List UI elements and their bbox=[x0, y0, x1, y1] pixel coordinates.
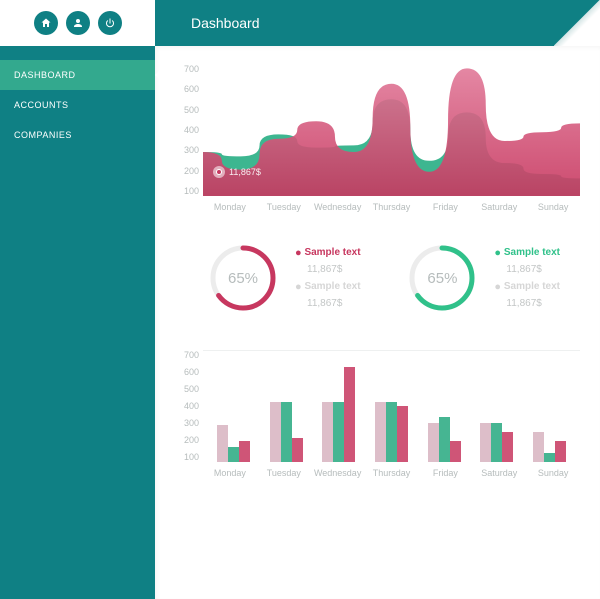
bar bbox=[375, 402, 386, 462]
axis-label: 400 bbox=[177, 125, 199, 135]
axis-label: 700 bbox=[177, 64, 199, 74]
axis-label: 100 bbox=[177, 452, 199, 462]
bar bbox=[333, 402, 344, 462]
bar bbox=[439, 417, 450, 462]
axis-label: Saturday bbox=[472, 196, 526, 212]
donut-row: 65% ● Sample text 11,867$● Sample text 1… bbox=[177, 212, 580, 324]
axis-label: Saturday bbox=[472, 462, 526, 478]
axis-label: Friday bbox=[418, 462, 472, 478]
axis-label: 500 bbox=[177, 384, 199, 394]
power-icon[interactable] bbox=[98, 11, 122, 35]
sidebar-item-label: COMPANIES bbox=[14, 130, 72, 140]
area-chart-plot: 11,867$ bbox=[203, 64, 580, 196]
bar bbox=[450, 441, 461, 462]
sidebar-item-label: ACCOUNTS bbox=[14, 100, 69, 110]
bar-group bbox=[270, 350, 303, 462]
bar bbox=[491, 423, 502, 462]
bar bbox=[555, 441, 566, 462]
axis-label: 200 bbox=[177, 166, 199, 176]
axis-label: 600 bbox=[177, 367, 199, 377]
donut-block-1: 65% ● Sample text 11,867$● Sample text 1… bbox=[207, 242, 361, 314]
legend-item: ● Sample text 11,867$ bbox=[295, 278, 361, 312]
bar-chart-plot bbox=[203, 350, 580, 462]
page-title: Dashboard bbox=[191, 15, 260, 31]
bar bbox=[397, 406, 408, 462]
bar-group bbox=[480, 350, 513, 462]
axis-label: Sunday bbox=[526, 462, 580, 478]
bar bbox=[502, 432, 513, 462]
bar-group bbox=[375, 350, 408, 462]
axis-label: Thursday bbox=[365, 462, 419, 478]
bar-chart-y-axis: 700 600 500 400 300 200 100 bbox=[177, 350, 203, 462]
legend-item: ● Sample text 11,867$ bbox=[295, 244, 361, 278]
area-chart-x-axis: MondayTuesdayWednesdayThursdayFridaySatu… bbox=[203, 196, 580, 212]
content: 700600500400300200100 11,867$ MondayTues… bbox=[155, 46, 600, 599]
bar bbox=[270, 402, 281, 462]
axis-label: Tuesday bbox=[257, 462, 311, 478]
sidebar-item-label: DASHBOARD bbox=[14, 70, 76, 80]
bar bbox=[239, 441, 250, 462]
axis-label: 700 bbox=[177, 350, 199, 360]
sidebar-nav: DASHBOARD ACCOUNTS COMPANIES bbox=[0, 46, 155, 599]
sidebar-item-accounts[interactable]: ACCOUNTS bbox=[0, 90, 155, 120]
area-chart-y-axis: 700 600 500 400 300 200 100 bbox=[177, 64, 203, 196]
bar-group bbox=[322, 350, 355, 462]
donut-legend-1: ● Sample text 11,867$● Sample text 11,86… bbox=[295, 244, 361, 311]
app-root: DASHBOARD ACCOUNTS COMPANIES Dashboard 7… bbox=[0, 0, 600, 599]
axis-label: Thursday bbox=[365, 196, 419, 212]
area-chart-indicator: 11,867$ bbox=[213, 166, 261, 178]
main: Dashboard 700 600 500 400 300 200 100 11,867$ bbox=[155, 0, 600, 599]
bar bbox=[292, 438, 303, 462]
bar bbox=[344, 367, 355, 462]
axis-label: 500 bbox=[177, 105, 199, 115]
donut-percent-label: 65% bbox=[406, 242, 478, 314]
bar bbox=[480, 423, 491, 462]
axis-label: 100 bbox=[177, 186, 199, 196]
bar-chart-x-axis: MondayTuesdayWednesdayThursdayFridaySatu… bbox=[203, 462, 580, 478]
donut-percent-label: 65% bbox=[207, 242, 279, 314]
sidebar-top-icons bbox=[0, 0, 155, 46]
bar bbox=[386, 402, 397, 462]
bar bbox=[428, 423, 439, 462]
axis-label: 300 bbox=[177, 418, 199, 428]
sidebar-item-companies[interactable]: COMPANIES bbox=[0, 120, 155, 150]
area-chart: 700 600 500 400 300 200 100 11,867$ MondayTues… bbox=[177, 64, 580, 212]
home-icon[interactable] bbox=[34, 11, 58, 35]
bar bbox=[544, 453, 555, 462]
donut-block-2: 65% ● Sample text 11,867$● Sample text 1… bbox=[406, 242, 560, 314]
indicator-dot-icon bbox=[213, 166, 225, 178]
bar bbox=[281, 402, 292, 462]
bar bbox=[322, 402, 333, 462]
bar-group bbox=[533, 350, 566, 462]
legend-item: ● Sample text 11,867$ bbox=[494, 244, 560, 278]
bar bbox=[217, 425, 228, 462]
axis-label: Tuesday bbox=[257, 196, 311, 212]
sidebar-item-dashboard[interactable]: DASHBOARD bbox=[0, 60, 155, 90]
bar bbox=[533, 432, 544, 462]
donut-chart-2: 65% bbox=[406, 242, 478, 314]
header-corner-fold bbox=[554, 0, 600, 46]
axis-label: Monday bbox=[203, 196, 257, 212]
donut-chart-1: 65% bbox=[207, 242, 279, 314]
axis-label: Sunday bbox=[526, 196, 580, 212]
bar bbox=[228, 447, 239, 462]
axis-label: 300 bbox=[177, 145, 199, 155]
sidebar: DASHBOARD ACCOUNTS COMPANIES bbox=[0, 0, 155, 599]
axis-label: Wednesday bbox=[311, 196, 365, 212]
axis-label: 600 bbox=[177, 84, 199, 94]
bar-group bbox=[428, 350, 461, 462]
axis-label: 400 bbox=[177, 401, 199, 411]
axis-label: 200 bbox=[177, 435, 199, 445]
axis-label: Wednesday bbox=[311, 462, 365, 478]
user-icon[interactable] bbox=[66, 11, 90, 35]
axis-label: Friday bbox=[418, 196, 472, 212]
bar-group bbox=[217, 350, 250, 462]
header: Dashboard bbox=[155, 0, 600, 46]
legend-item: ● Sample text 11,867$ bbox=[494, 278, 560, 312]
indicator-value: 11,867$ bbox=[229, 167, 261, 177]
donut-legend-2: ● Sample text 11,867$● Sample text 11,86… bbox=[494, 244, 560, 311]
axis-label: Monday bbox=[203, 462, 257, 478]
bar-chart: 700 600 500 400 300 200 100 MondayTuesdayWedne… bbox=[177, 350, 580, 478]
